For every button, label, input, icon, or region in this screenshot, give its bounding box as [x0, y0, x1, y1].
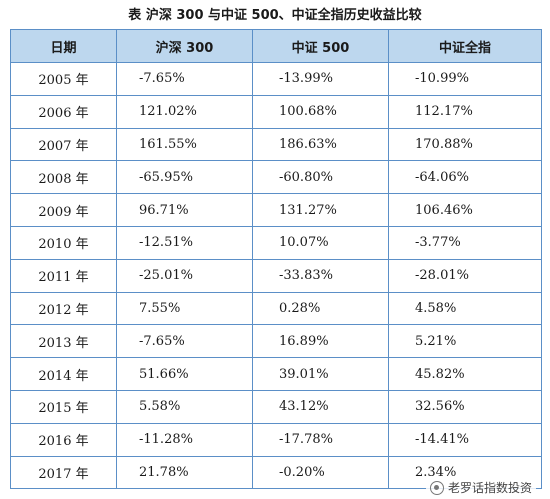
cell-csi300: 51.66% [116, 357, 253, 391]
cell-csi300: 121.02% [116, 94, 253, 129]
cell-csi-all: -3.77% [388, 225, 542, 260]
table-row: 2014 年 51.66% 39.01% 45.82% [10, 357, 542, 391]
table-row: 2012 年 7.55% 0.28% 4.58% [10, 291, 542, 326]
cell-csi500: -0.20% [252, 455, 389, 490]
cell-csi300: 161.55% [116, 127, 253, 162]
table-row: 2008 年 -65.95% -60.80% -64.06% [10, 160, 542, 195]
header-csi-all: 中证全指 [388, 29, 542, 63]
watermark: 老罗话指数投资 [425, 479, 536, 496]
cell-csi500: -60.80% [252, 160, 389, 195]
cell-year: 2016 年 [10, 422, 117, 457]
cell-csi-all: 112.17% [388, 94, 542, 129]
cell-csi500: 43.12% [252, 389, 389, 424]
cell-year: 2013 年 [10, 324, 117, 359]
cell-csi-all: -14.41% [388, 422, 542, 457]
cell-csi300: -25.01% [116, 258, 253, 293]
table-row: 2005 年 -7.65% -13.99% -10.99% [10, 62, 542, 96]
cell-csi300: 21.78% [116, 455, 253, 490]
table-row: 2011 年 -25.01% -33.83% -28.01% [10, 258, 542, 293]
cell-csi-all: -10.99% [388, 62, 542, 96]
cell-csi-all: 5.21% [388, 324, 542, 359]
cell-csi300: 7.55% [116, 291, 253, 326]
cell-csi300: 96.71% [116, 193, 253, 227]
table-row: 2017 年 21.78% -0.20% 2.34% [10, 455, 542, 490]
cell-csi300: -12.51% [116, 225, 253, 260]
cell-year: 2008 年 [10, 160, 117, 195]
cell-csi300: -7.65% [116, 324, 253, 359]
cell-csi300: -11.28% [116, 422, 253, 457]
cell-csi-all: 32.56% [388, 389, 542, 424]
cell-csi300: -7.65% [116, 62, 253, 96]
table-row: 2013 年 -7.65% 16.89% 5.21% [10, 324, 542, 359]
header-csi500: 中证 500 [252, 29, 389, 63]
cell-csi500: 131.27% [252, 193, 389, 227]
cell-csi-all: 170.88% [388, 127, 542, 162]
cell-csi500: 10.07% [252, 225, 389, 260]
cell-year: 2017 年 [10, 455, 117, 490]
table-row: 2009 年 96.71% 131.27% 106.46% [10, 193, 542, 227]
cell-year: 2014 年 [10, 357, 117, 391]
cell-csi-all: -64.06% [388, 160, 542, 195]
table-row: 2006 年 121.02% 100.68% 112.17% [10, 94, 542, 129]
table-row: 2007 年 161.55% 186.63% 170.88% [10, 127, 542, 162]
cell-csi-all: -28.01% [388, 258, 542, 293]
returns-table: 日期 沪深 300 中证 500 中证全指 2005 年 -7.65% -13.99… [10, 29, 542, 490]
cell-csi500: -13.99% [252, 62, 389, 96]
cell-year: 2006 年 [10, 94, 117, 129]
header-row: 日期 沪深 300 中证 500 中证全指 [10, 29, 542, 63]
cell-csi-all: 4.58% [388, 291, 542, 326]
header-date: 日期 [10, 29, 117, 63]
cell-year: 2009 年 [10, 193, 117, 227]
wechat-account-icon [429, 480, 444, 495]
table-row: 2010 年 -12.51% 10.07% -3.77% [10, 225, 542, 260]
cell-csi500: -17.78% [252, 422, 389, 457]
cell-csi-all: 45.82% [388, 357, 542, 391]
table-row: 2015 年 5.58% 43.12% 32.56% [10, 389, 542, 424]
watermark-text: 老罗话指数投资 [447, 481, 532, 495]
cell-csi500: -33.83% [252, 258, 389, 293]
cell-csi300: -65.95% [116, 160, 253, 195]
cell-csi500: 39.01% [252, 357, 389, 391]
cell-csi500: 186.63% [252, 127, 389, 162]
cell-year: 2015 年 [10, 389, 117, 424]
header-csi300: 沪深 300 [116, 29, 253, 63]
cell-year: 2007 年 [10, 127, 117, 162]
cell-csi500: 0.28% [252, 291, 389, 326]
cell-csi-all: 106.46% [388, 193, 542, 227]
cell-csi500: 100.68% [252, 94, 389, 129]
cell-year: 2010 年 [10, 225, 117, 260]
cell-csi500: 16.89% [252, 324, 389, 359]
cell-year: 2012 年 [10, 291, 117, 326]
cell-year: 2005 年 [10, 62, 117, 96]
table-title: 表 沪深 300 与中证 500、中证全指历史收益比较 [128, 8, 422, 23]
cell-year: 2011 年 [10, 258, 117, 293]
cell-csi300: 5.58% [116, 389, 253, 424]
table-row: 2016 年 -11.28% -17.78% -14.41% [10, 422, 542, 457]
